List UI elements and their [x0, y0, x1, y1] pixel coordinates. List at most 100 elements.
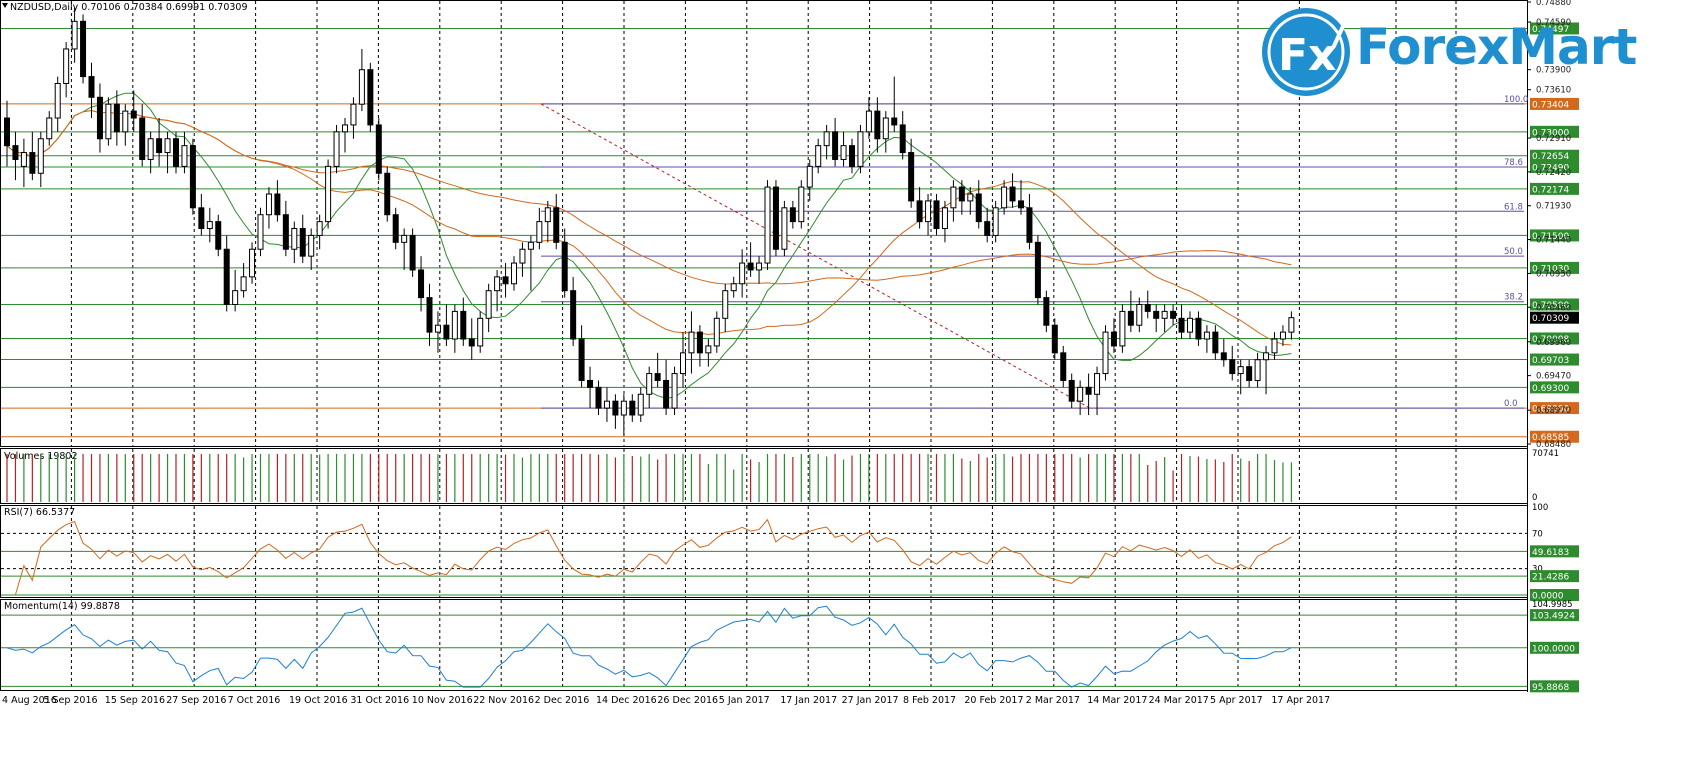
- candle[interactable]: [333, 131, 340, 167]
- candle[interactable]: [164, 138, 171, 154]
- candle[interactable]: [392, 214, 399, 243]
- candle[interactable]: [857, 131, 864, 167]
- candle[interactable]: [1263, 352, 1270, 361]
- candle[interactable]: [764, 186, 771, 264]
- candle[interactable]: [680, 352, 686, 375]
- candle[interactable]: [874, 110, 881, 140]
- candle[interactable]: [992, 207, 999, 236]
- candle[interactable]: [189, 145, 196, 209]
- candle[interactable]: [375, 124, 382, 174]
- candle[interactable]: [561, 241, 568, 292]
- candle[interactable]: [181, 145, 188, 167]
- candle[interactable]: [1144, 303, 1151, 312]
- candle[interactable]: [1271, 338, 1278, 354]
- dropdown-arrow-icon[interactable]: [2, 3, 8, 8]
- candle[interactable]: [1085, 386, 1092, 395]
- candle[interactable]: [1246, 366, 1253, 381]
- candle[interactable]: [1102, 331, 1109, 375]
- candle[interactable]: [113, 103, 120, 133]
- candle[interactable]: [71, 20, 78, 50]
- candle[interactable]: [350, 103, 357, 126]
- candle[interactable]: [418, 269, 425, 299]
- fib-trendline[interactable]: [540, 103, 1091, 409]
- candle[interactable]: [511, 262, 517, 285]
- candle[interactable]: [722, 290, 729, 319]
- candle[interactable]: [122, 110, 129, 133]
- candle[interactable]: [899, 124, 906, 154]
- candle[interactable]: [612, 400, 619, 416]
- candle[interactable]: [54, 82, 61, 119]
- candle[interactable]: [950, 186, 957, 209]
- candle[interactable]: [316, 221, 323, 236]
- fibonacci-retracement[interactable]: 100.0 78.6 61.8 50.0 38.2 0.0: [540, 95, 1528, 409]
- candle[interactable]: [603, 400, 610, 409]
- candle[interactable]: [646, 373, 653, 395]
- candle[interactable]: [1094, 373, 1101, 395]
- candle[interactable]: [519, 248, 526, 264]
- candle[interactable]: [1026, 207, 1033, 243]
- candle[interactable]: [984, 221, 991, 236]
- candle[interactable]: [975, 193, 982, 223]
- candle[interactable]: [384, 172, 391, 216]
- candle[interactable]: [494, 276, 501, 292]
- candle[interactable]: [629, 400, 636, 416]
- candle[interactable]: [460, 310, 467, 340]
- candle[interactable]: [1187, 317, 1193, 333]
- candle[interactable]: [257, 214, 264, 250]
- candle[interactable]: [29, 152, 36, 174]
- candle[interactable]: [840, 145, 847, 160]
- candle[interactable]: [206, 221, 213, 230]
- candle[interactable]: [232, 290, 239, 305]
- candle[interactable]: [832, 131, 839, 160]
- candle[interactable]: [325, 165, 332, 223]
- candle[interactable]: [916, 200, 923, 223]
- candle[interactable]: [4, 117, 10, 147]
- candle[interactable]: [63, 48, 70, 84]
- candle[interactable]: [409, 234, 416, 271]
- candle[interactable]: [536, 221, 543, 243]
- candle[interactable]: [1254, 359, 1261, 381]
- candle[interactable]: [1136, 303, 1143, 326]
- candle[interactable]: [1034, 241, 1041, 299]
- candle[interactable]: [553, 207, 560, 243]
- candle[interactable]: [299, 228, 306, 257]
- candle[interactable]: [426, 297, 433, 333]
- candle[interactable]: [46, 117, 53, 140]
- candle[interactable]: [1068, 379, 1075, 402]
- candle[interactable]: [198, 207, 205, 230]
- candle[interactable]: [130, 110, 137, 119]
- candle[interactable]: [223, 248, 230, 305]
- candle[interactable]: [772, 186, 779, 250]
- candle[interactable]: [282, 214, 289, 250]
- candle[interactable]: [1153, 310, 1160, 319]
- candle[interactable]: [1195, 317, 1202, 340]
- candle[interactable]: [798, 186, 805, 223]
- candle[interactable]: [147, 138, 154, 160]
- candle[interactable]: [37, 138, 44, 174]
- candle[interactable]: [925, 200, 932, 223]
- candle[interactable]: [756, 262, 763, 271]
- candle[interactable]: [1220, 352, 1227, 361]
- candle[interactable]: [967, 193, 974, 202]
- candle[interactable]: [1288, 317, 1295, 333]
- candle[interactable]: [1212, 331, 1219, 354]
- candle[interactable]: [578, 338, 585, 381]
- candle[interactable]: [713, 317, 720, 347]
- candle[interactable]: [1043, 297, 1050, 326]
- candle[interactable]: [865, 110, 872, 133]
- candle[interactable]: [654, 373, 661, 381]
- candle[interactable]: [274, 193, 281, 216]
- candle[interactable]: [358, 69, 365, 105]
- candle[interactable]: [637, 393, 644, 416]
- candle[interactable]: [789, 207, 796, 223]
- candle[interactable]: [1051, 324, 1058, 354]
- candle[interactable]: [401, 234, 408, 243]
- candle[interactable]: [88, 76, 95, 98]
- candle[interactable]: [1279, 331, 1286, 340]
- candle[interactable]: [367, 69, 374, 126]
- candle[interactable]: [595, 386, 602, 409]
- candle[interactable]: [139, 117, 146, 160]
- candle[interactable]: [958, 186, 965, 202]
- candle[interactable]: [468, 338, 475, 347]
